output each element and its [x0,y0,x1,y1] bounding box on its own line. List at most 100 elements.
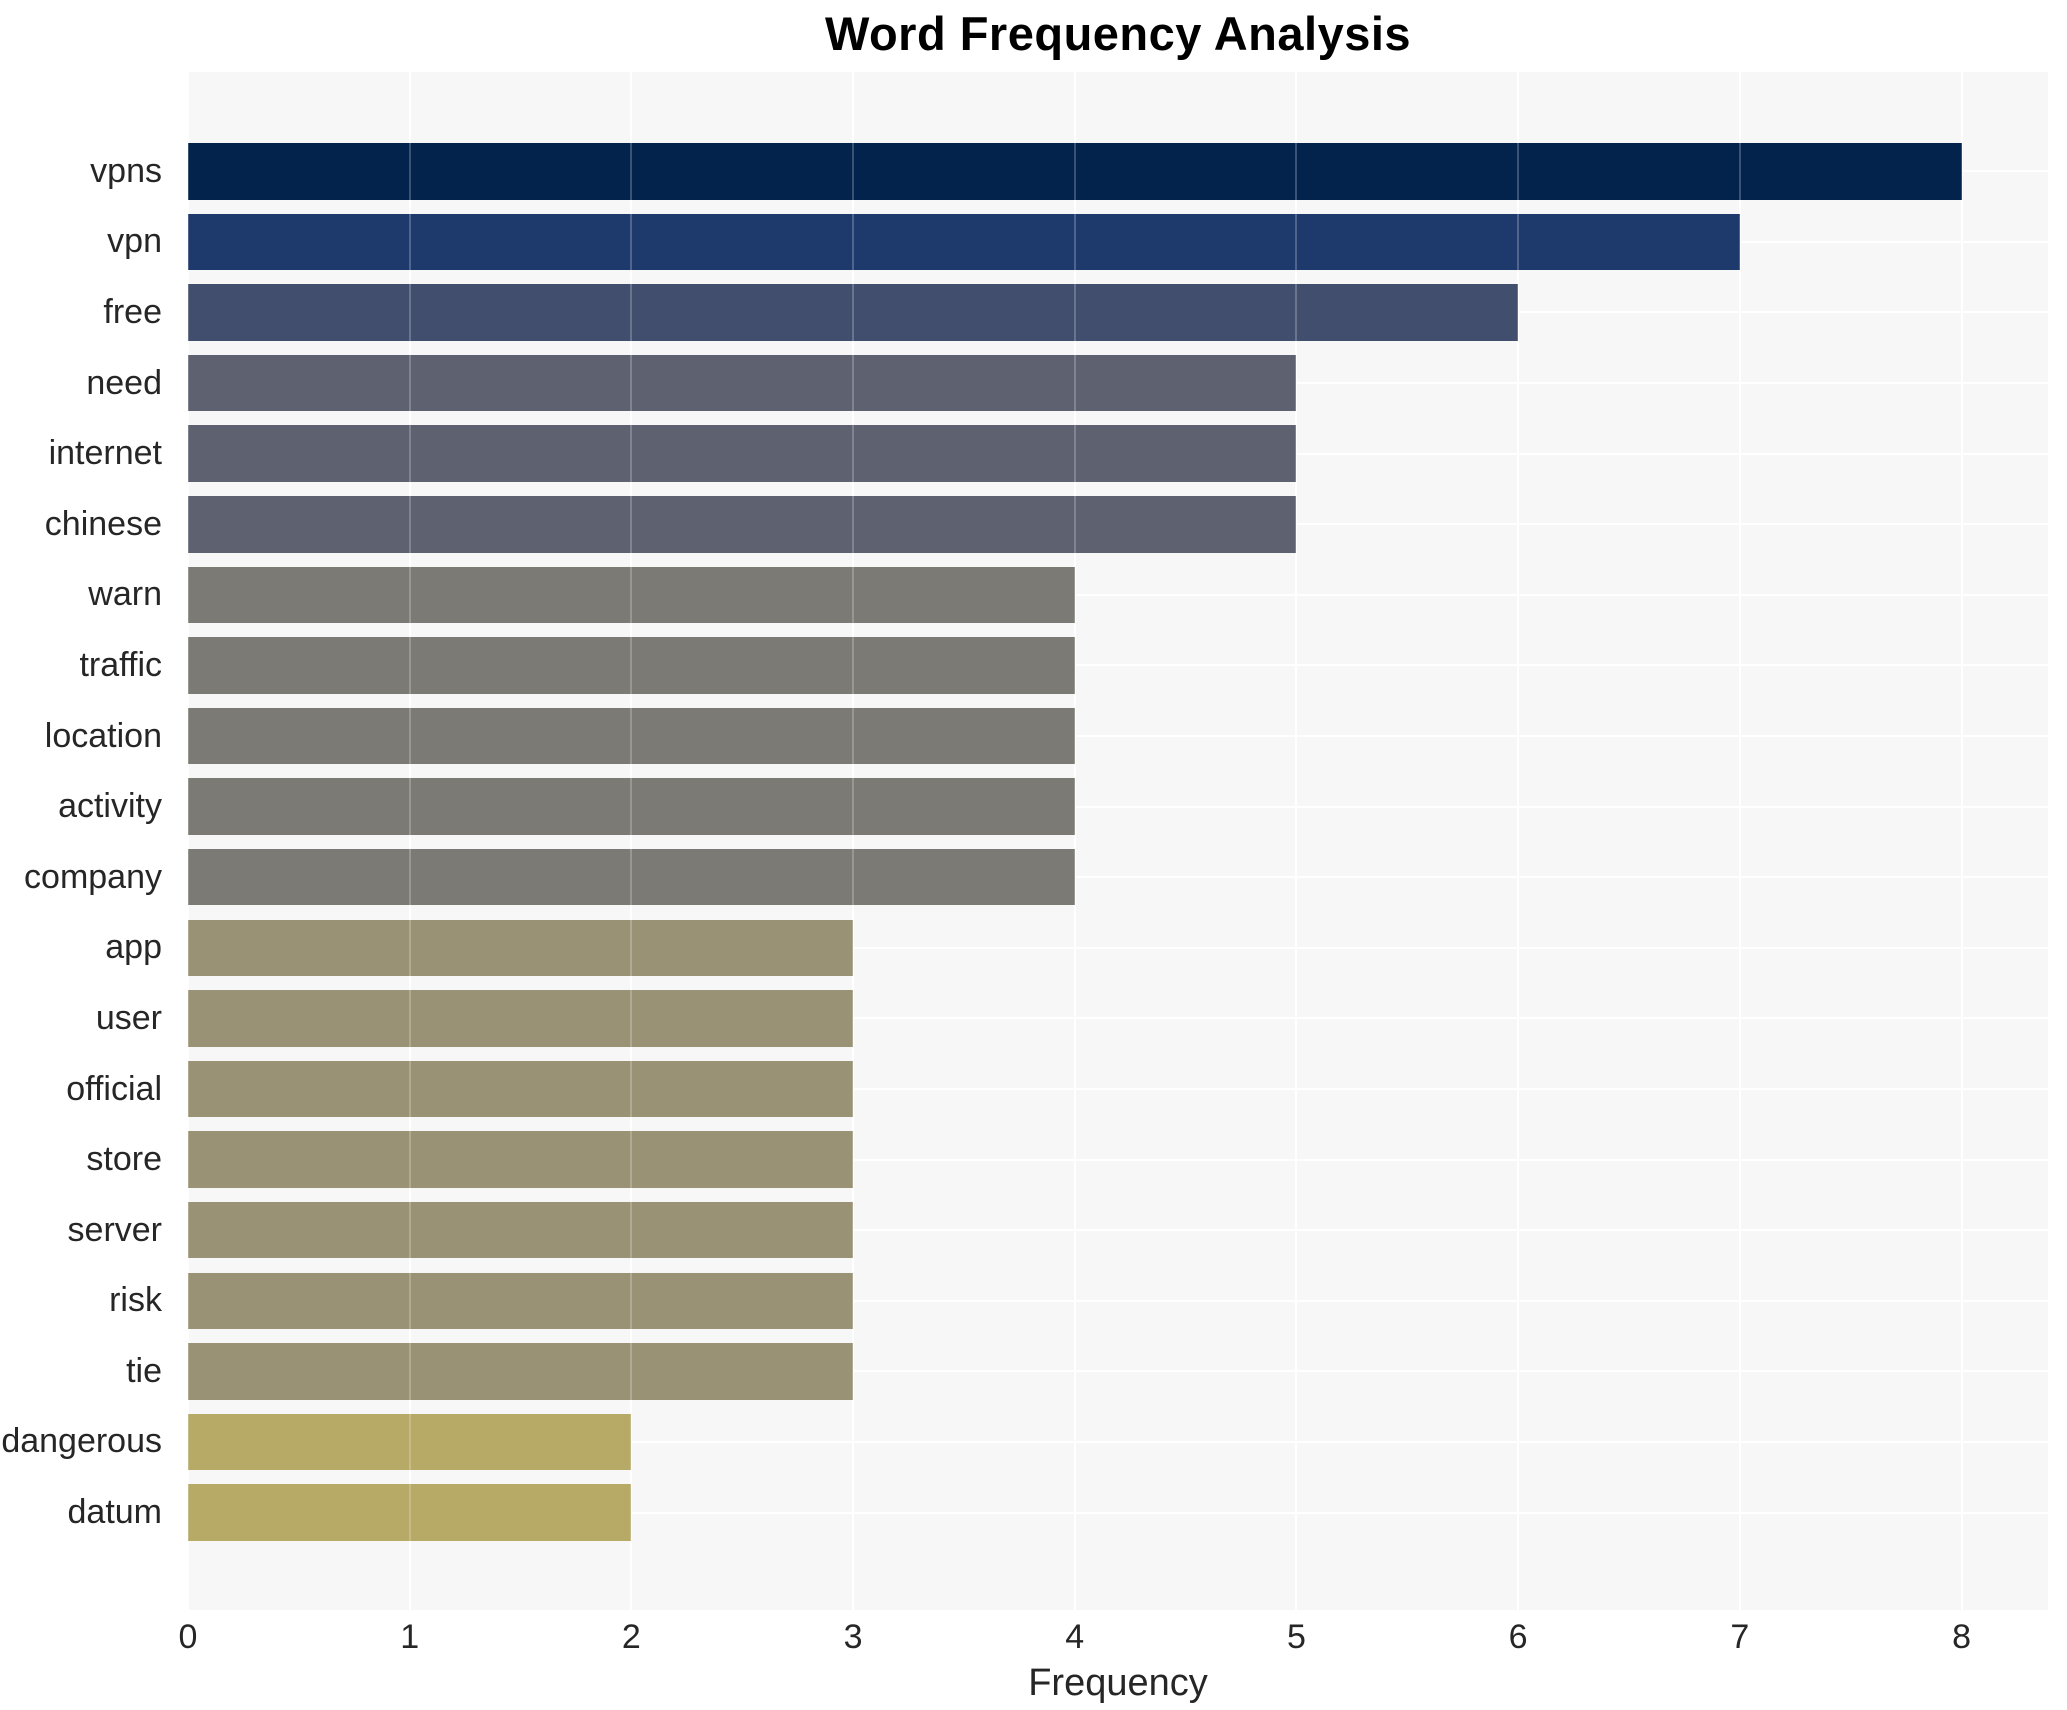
bar-row [188,1124,2048,1195]
category-label-company: company [24,857,162,896]
gridline-vertical-overlay [630,72,633,1610]
gridline-horizontal [188,664,2048,667]
bar-tie [188,1343,854,1400]
x-tick-label-8: 8 [1952,1618,1971,1656]
gridline-vertical-overlay [1073,72,1076,1610]
gridline-horizontal [188,946,2048,949]
gridline-vertical [852,72,855,1610]
x-tick-label-0: 0 [178,1618,198,1656]
category-label-vpns: vpns [90,151,162,190]
bar-row [188,1266,2048,1337]
x-axis-ticks: 0 1 2 3 4 5 6 7 8 [0,1618,2067,1662]
gridline-horizontal [188,1158,2048,1161]
y-axis-labels: vpns vpn free need internet chinese warn traffi… [0,72,176,1610]
chart-title: Word Frequency Analysis [824,7,1412,60]
bar-vpn [188,213,1740,271]
gridline-vertical [1295,72,1298,1610]
gridline-horizontal [188,1017,2048,1020]
bar-chinese [188,496,1297,553]
gridline-horizontal [188,1229,2048,1232]
x-tick-label-3: 3 [843,1618,863,1656]
gridline-vertical-overlay [1295,72,1298,1610]
bar-server [188,1201,854,1259]
category-label-activity: activity [58,787,162,826]
category-label-location: location [44,716,162,755]
gridline-horizontal [188,593,2048,596]
bar-row [188,701,2048,772]
bar-row [188,771,2048,842]
category-label-tie: tie [126,1351,162,1390]
gridline-vertical-overlay [852,72,855,1610]
category-label-official: official [66,1069,162,1108]
bar-row [188,842,2048,913]
x-tick-label-4: 4 [1065,1618,1085,1656]
gridline-vertical [1517,72,1520,1610]
gridline-horizontal [188,735,2048,738]
gridline-horizontal [188,876,2048,879]
bar-location [188,707,1075,765]
bar-rows [188,72,2048,1610]
x-tick-label-7: 7 [1730,1618,1750,1656]
category-label-warn: warn [88,575,162,614]
x-axis-label: Frequency [1028,1662,1208,1704]
gridline-horizontal [188,1088,2048,1091]
bar-vpns [188,143,1962,200]
gridline-vertical-overlay [408,72,411,1610]
x-tick-label-2: 2 [621,1618,641,1656]
bar-row [188,1336,2048,1407]
gridline-vertical [1960,72,1963,1610]
gridline-vertical [187,72,189,1610]
gridline-horizontal [188,1370,2048,1373]
bar-traffic [188,637,1075,694]
bar-row [188,207,2048,278]
gridline-vertical-overlay [1517,72,1520,1610]
plot-area [187,72,2048,1610]
bar-row [188,1477,2048,1548]
category-label-risk: risk [109,1281,162,1320]
gridline-horizontal [188,1440,2048,1443]
category-label-traffic: traffic [79,645,162,684]
gridline-horizontal [188,1511,2048,1514]
category-label-user: user [95,998,162,1037]
bar-company [188,849,1075,906]
bar-row [188,983,2048,1054]
gridline-vertical [1073,72,1076,1610]
bar-row [188,1407,2048,1478]
bar-row [188,560,2048,631]
gridline-vertical [1738,72,1741,1610]
bar-activity [188,778,1075,835]
gridline-horizontal [188,1299,2048,1302]
bar-row [188,348,2048,419]
bar-store [188,1131,854,1188]
bar-row [188,136,2048,207]
bar-datum [188,1484,632,1541]
x-tick-label-5: 5 [1286,1618,1306,1656]
bar-row [188,913,2048,984]
gridline-vertical-overlay [1738,72,1741,1610]
bar-row [188,1195,2048,1266]
bar-user [188,990,854,1047]
category-label-datum: datum [67,1493,163,1532]
bar-row [188,630,2048,701]
category-label-vpn: vpn [107,222,162,261]
gridline-vertical [408,72,411,1610]
bar-row [188,418,2048,489]
gridline-horizontal [188,805,2048,808]
category-label-store: store [86,1140,162,1179]
bar-app [188,919,854,977]
gridline-vertical [630,72,633,1610]
gridline-vertical-overlay [1960,72,1963,1610]
category-label-internet: internet [48,434,162,473]
bar-warn [188,566,1075,624]
bar-dangerous [188,1413,632,1471]
bar-internet [188,425,1297,482]
bar-risk [188,1272,854,1330]
category-label-chinese: chinese [44,504,162,543]
category-label-server: server [67,1210,162,1249]
x-tick-label-1: 1 [400,1618,420,1656]
category-label-free: free [103,292,162,331]
gridline-vertical-overlay [187,72,189,1610]
bar-row [188,277,2048,348]
bar-row [188,489,2048,560]
